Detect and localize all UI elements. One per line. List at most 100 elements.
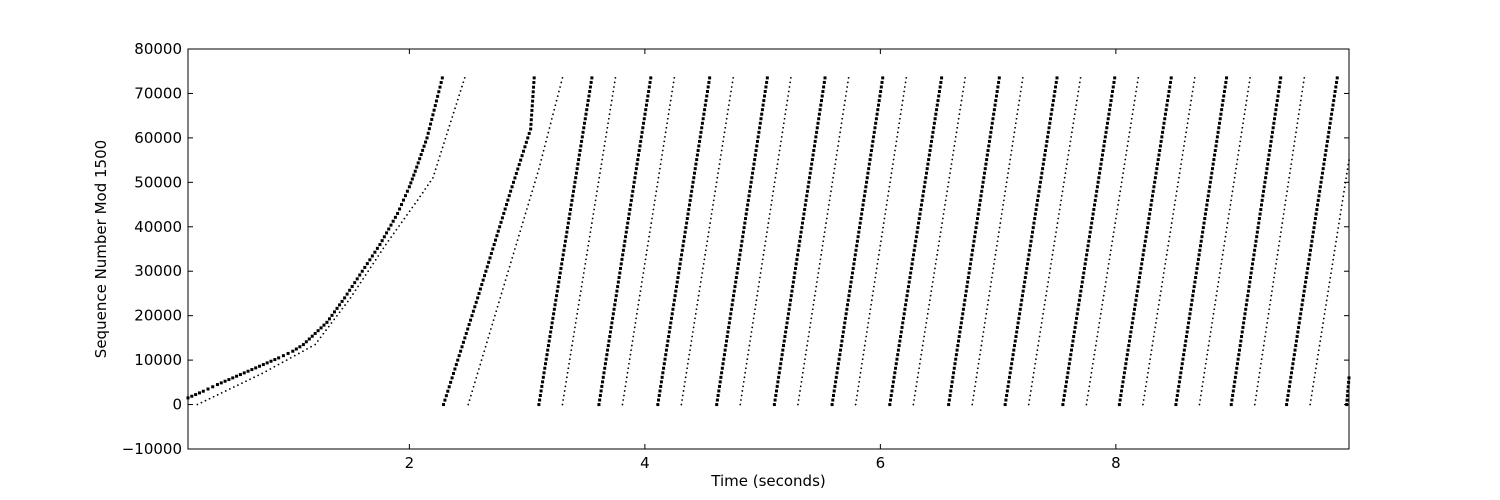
data-point (1127, 344, 1131, 348)
data-point (739, 403, 742, 406)
data-point (572, 335, 575, 338)
data-point (793, 271, 797, 275)
data-point (1068, 149, 1070, 152)
data-point (440, 76, 444, 80)
data-point (1194, 271, 1198, 275)
data-point (1338, 222, 1340, 225)
data-point (634, 321, 637, 324)
data-point (1119, 190, 1122, 193)
y-tick-label: 50000 (134, 173, 182, 191)
data-point (1025, 266, 1029, 270)
data-point (610, 99, 613, 102)
data-point (894, 149, 896, 152)
data-point (610, 321, 614, 325)
data-point (1290, 366, 1294, 370)
data-point (832, 176, 834, 179)
data-point (1164, 108, 1168, 112)
data-point (892, 375, 896, 379)
data-point (1118, 194, 1121, 197)
data-point (364, 274, 367, 276)
data-point (400, 203, 404, 207)
data-point (1012, 135, 1015, 138)
data-point (782, 344, 786, 348)
data-point (830, 190, 832, 193)
data-point (557, 276, 561, 280)
data-point (860, 367, 863, 370)
data-point (1290, 371, 1294, 375)
data-point (808, 176, 812, 180)
data-point (625, 380, 627, 383)
data-point (1166, 94, 1170, 98)
data-point (955, 348, 959, 352)
data-point (914, 390, 917, 392)
data-point (390, 236, 393, 239)
data-point (801, 371, 804, 374)
data-point (1240, 330, 1244, 334)
data-point (967, 271, 971, 275)
data-point (605, 353, 609, 357)
data-point (913, 399, 915, 401)
data-point (433, 172, 436, 175)
data-point (811, 312, 813, 315)
data-point (1159, 294, 1162, 297)
data-point (1164, 263, 1167, 265)
x-tick-label: 2 (405, 454, 415, 472)
data-point (599, 167, 602, 170)
data-point (1268, 308, 1271, 311)
data-point (635, 317, 638, 320)
data-point (1188, 312, 1192, 316)
data-point (1053, 240, 1056, 243)
data-point (1275, 103, 1279, 107)
data-point (1328, 281, 1331, 284)
data-point (1106, 272, 1109, 274)
data-point (932, 121, 936, 125)
data-point (1210, 167, 1214, 171)
data-point (338, 311, 341, 314)
data-point (929, 294, 932, 297)
data-point (1291, 362, 1295, 366)
data-point (943, 208, 946, 211)
data-point (220, 391, 223, 394)
data-point (434, 168, 437, 171)
data-point (1209, 176, 1213, 180)
data-point (891, 384, 895, 388)
data-point (449, 380, 453, 384)
data-point (793, 266, 797, 270)
data-point (632, 335, 635, 338)
data-point (933, 272, 936, 274)
data-point (841, 335, 845, 338)
data-point (1145, 380, 1148, 383)
data-point (630, 349, 633, 352)
data-point (1089, 376, 1092, 379)
data-point (190, 394, 194, 398)
data-point (1006, 384, 1010, 388)
data-point (1309, 399, 1312, 401)
data-point (858, 376, 861, 379)
data-point (664, 135, 666, 138)
data-point (372, 262, 375, 265)
data-point (442, 403, 446, 407)
data-point (972, 399, 974, 401)
data-point (822, 85, 826, 89)
data-point (273, 365, 276, 368)
data-point (469, 318, 473, 322)
data-point (927, 153, 931, 157)
data-point (914, 239, 918, 243)
data-point (1004, 190, 1007, 193)
data-point (643, 267, 645, 270)
data-point (981, 340, 983, 342)
data-point (1196, 257, 1200, 261)
data-point (1323, 158, 1327, 162)
data-point (582, 276, 584, 279)
data-point (972, 239, 976, 243)
data-point (482, 354, 484, 357)
data-point (1281, 222, 1284, 224)
data-point (594, 199, 597, 202)
data-point (360, 269, 364, 273)
data-point (1034, 207, 1038, 211)
data-point (589, 231, 592, 234)
data-point (585, 103, 589, 107)
data-point (1039, 176, 1043, 180)
data-point (582, 272, 585, 274)
data-point (607, 117, 610, 120)
